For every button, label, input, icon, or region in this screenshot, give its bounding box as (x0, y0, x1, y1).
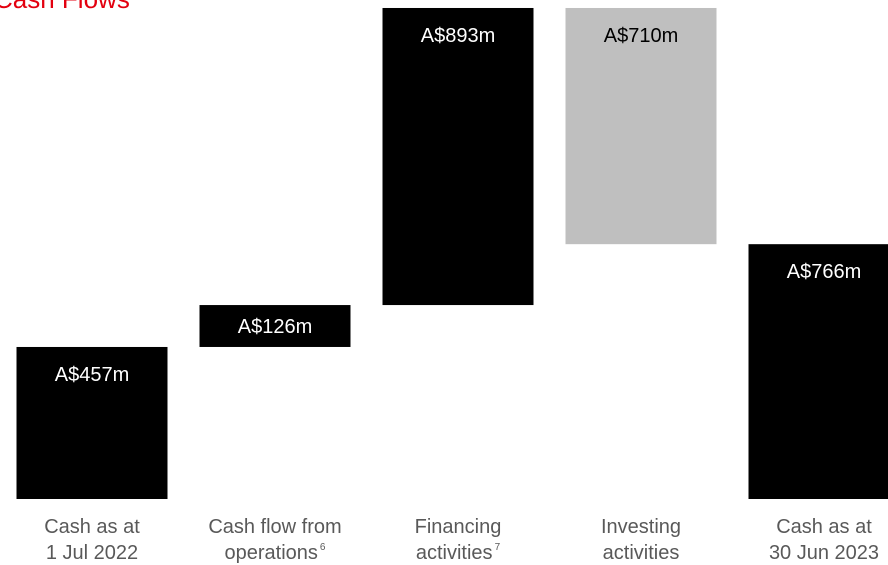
chart-title: Cash Flows (0, 0, 130, 14)
value-label: A$710m (604, 25, 679, 47)
bar (382, 7, 534, 306)
bar (748, 244, 888, 499)
value-label: A$893m (421, 25, 496, 47)
x-tick-label: Cash as at (44, 516, 140, 538)
value-label: A$766m (787, 261, 862, 283)
x-tick-label: activities 7 (416, 542, 501, 564)
x-tick-label-line: Investing (601, 516, 681, 538)
x-tick-label-line: 30 Jun 2023 (769, 542, 879, 564)
x-tick-label: Financing (415, 516, 502, 538)
value-label: A$126m (238, 316, 313, 338)
x-tick-label: 1 Jul 2022 (46, 542, 138, 564)
x-tick-label-line: Cash flow from (208, 516, 341, 538)
x-tick-label-line: operations (225, 542, 318, 564)
x-tick-label: operations 6 (225, 542, 326, 564)
x-tick-label-line: Financing (415, 516, 502, 538)
x-tick-label-line: Cash as at (776, 516, 872, 538)
x-tick-label-line: activities (603, 542, 680, 564)
x-tick-label: activities (603, 542, 680, 564)
x-tick-label: Investing (601, 516, 681, 538)
x-tick-label: Cash as at (776, 516, 872, 538)
footnote-marker: 7 (495, 542, 501, 553)
x-tick-label-line: Cash as at (44, 516, 140, 538)
value-label: A$457m (55, 364, 130, 386)
x-tick-label: Cash flow from (208, 516, 341, 538)
bar (199, 305, 351, 347)
x-tick-label: 30 Jun 2023 (769, 542, 879, 564)
footnote-marker: 6 (320, 542, 326, 553)
bar (16, 346, 168, 499)
x-tick-label-line: activities (416, 542, 493, 564)
bar (565, 7, 717, 245)
x-tick-label-line: 1 Jul 2022 (46, 542, 138, 564)
